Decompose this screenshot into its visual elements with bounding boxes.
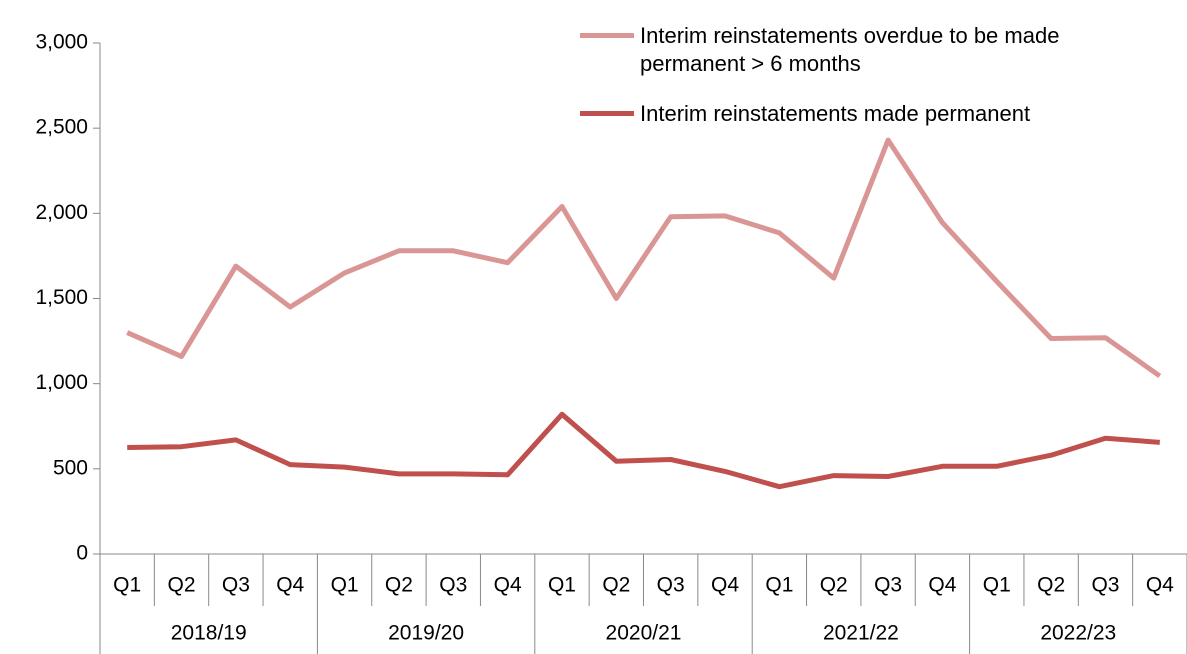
y-tick-label: 2,000	[35, 201, 88, 224]
x-tick-label: Q1	[331, 574, 359, 597]
x-tick-label: Q4	[711, 574, 739, 597]
x-group-label: 2020/21	[606, 622, 682, 645]
x-tick-label: Q3	[657, 574, 685, 597]
y-tick-label: 1,500	[35, 286, 88, 309]
x-tick-label: Q2	[602, 574, 630, 597]
x-tick-label: Q1	[765, 574, 793, 597]
series-line	[127, 411, 1160, 490]
x-tick-label: Q2	[820, 574, 848, 597]
x-group-label: 2021/22	[823, 622, 899, 645]
x-group-label: 2022/23	[1040, 622, 1116, 645]
legend-item: Interim reinstatements overdue to be mad…	[580, 22, 1165, 78]
x-group-label: 2019/20	[388, 622, 464, 645]
x-tick-label: Q3	[874, 574, 902, 597]
legend-label: Interim reinstatements made permanent	[640, 101, 1031, 126]
legend-swatch	[580, 111, 634, 116]
x-tick-label: Q2	[1037, 574, 1065, 597]
x-tick-label: Q4	[1146, 574, 1174, 597]
y-tick-label: 500	[53, 456, 88, 479]
x-tick-label: Q1	[983, 574, 1011, 597]
legend-swatch	[580, 33, 634, 38]
x-tick-label: Q1	[548, 574, 576, 597]
legend-item: Interim reinstatements made permanent	[580, 100, 1165, 128]
x-tick-label: Q4	[494, 574, 522, 597]
x-tick-label: Q4	[928, 574, 956, 597]
x-tick-label: Q4	[276, 574, 304, 597]
x-group-label: 2018/19	[171, 622, 247, 645]
x-tick-label: Q3	[439, 574, 467, 597]
x-tick-label: Q3	[1091, 574, 1119, 597]
y-tick-label: 1,000	[35, 371, 88, 394]
legend-label: Interim reinstatements overdue to be mad…	[640, 23, 1060, 76]
x-tick-label: Q1	[113, 574, 141, 597]
y-tick-label: 0	[76, 542, 88, 565]
x-tick-label: Q2	[168, 574, 196, 597]
x-tick-label: Q3	[222, 574, 250, 597]
series-line	[126, 137, 1162, 379]
y-tick-label: 2,500	[35, 116, 88, 139]
x-tick-label: Q2	[385, 574, 413, 597]
y-tick-label: 3,000	[35, 31, 88, 54]
